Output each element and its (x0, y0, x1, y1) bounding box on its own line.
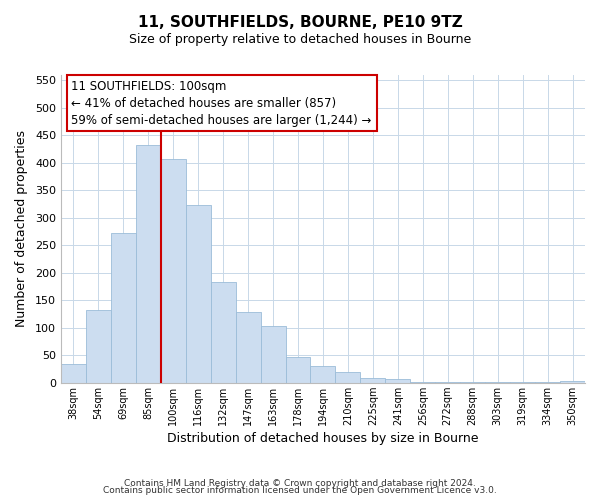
Y-axis label: Number of detached properties: Number of detached properties (15, 130, 28, 328)
Bar (410, 382, 435, 383)
Bar (510, 382, 535, 383)
Bar (260, 326, 286, 383)
Bar (286, 358, 310, 383)
Bar (86, 310, 111, 383)
Bar (161, 159, 186, 383)
X-axis label: Distribution of detached houses by size in Bourne: Distribution of detached houses by size … (167, 432, 479, 445)
Text: 11, SOUTHFIELDS, BOURNE, PE10 9TZ: 11, SOUTHFIELDS, BOURNE, PE10 9TZ (137, 15, 463, 30)
Bar (335, 372, 361, 383)
Bar (560, 380, 585, 383)
Bar (435, 382, 460, 383)
Bar (485, 382, 510, 383)
Bar (310, 366, 335, 383)
Bar (361, 378, 385, 383)
Text: Size of property relative to detached houses in Bourne: Size of property relative to detached ho… (129, 32, 471, 46)
Text: 11 SOUTHFIELDS: 100sqm
← 41% of detached houses are smaller (857)
59% of semi-de: 11 SOUTHFIELDS: 100sqm ← 41% of detached… (71, 80, 372, 126)
Bar (186, 206, 211, 383)
Bar (460, 382, 485, 383)
Bar (385, 379, 410, 383)
Bar (211, 282, 236, 383)
Text: Contains HM Land Registry data © Crown copyright and database right 2024.: Contains HM Land Registry data © Crown c… (124, 478, 476, 488)
Bar (236, 312, 260, 383)
Text: Contains public sector information licensed under the Open Government Licence v3: Contains public sector information licen… (103, 486, 497, 495)
Bar (111, 232, 136, 383)
Bar (136, 145, 161, 383)
Bar (61, 364, 86, 383)
Bar (535, 382, 560, 383)
